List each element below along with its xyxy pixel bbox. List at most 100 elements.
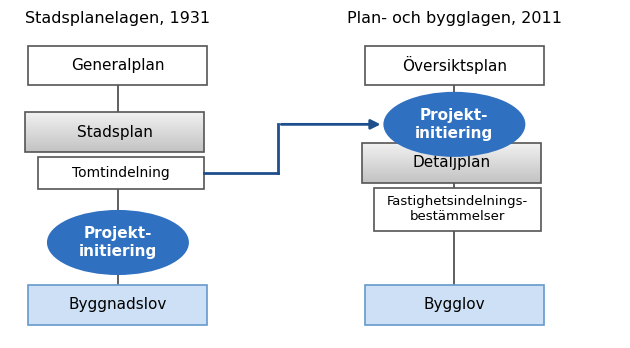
Bar	[25, 137, 204, 139]
Bar	[25, 135, 204, 136]
Text: Plan- och bygglagen, 2011: Plan- och bygglagen, 2011	[347, 11, 562, 26]
Bar	[362, 145, 541, 146]
Bar	[25, 125, 204, 126]
Bar	[365, 285, 544, 325]
Text: Tomtindelning: Tomtindelning	[72, 166, 170, 180]
Bar	[25, 130, 204, 131]
Ellipse shape	[47, 210, 189, 275]
Bar	[25, 128, 204, 129]
Bar	[25, 143, 204, 144]
Bar	[362, 175, 541, 176]
Bar	[25, 151, 204, 152]
Bar	[38, 157, 204, 189]
Bar	[362, 143, 541, 144]
Text: Stadsplanelagen, 1931: Stadsplanelagen, 1931	[25, 11, 210, 26]
Bar	[25, 121, 204, 122]
Bar	[362, 161, 541, 162]
Bar	[362, 181, 541, 182]
Bar	[25, 132, 204, 133]
Bar	[25, 112, 204, 113]
Bar	[25, 144, 204, 145]
Bar	[25, 139, 204, 140]
Text: Byggnadslov: Byggnadslov	[69, 298, 167, 313]
Bar	[25, 112, 204, 152]
Bar	[362, 150, 541, 151]
Bar	[25, 120, 204, 121]
Bar	[362, 147, 541, 148]
Text: Projekt-
initiering: Projekt- initiering	[415, 108, 493, 141]
Bar	[25, 134, 204, 135]
Bar	[25, 147, 204, 148]
Bar	[362, 168, 541, 169]
Text: Generalplan: Generalplan	[71, 58, 164, 73]
Bar	[362, 158, 541, 159]
Bar	[25, 126, 204, 127]
Bar	[362, 169, 541, 170]
Bar	[362, 164, 541, 165]
Bar	[25, 142, 204, 143]
Bar	[362, 157, 541, 158]
Bar	[362, 156, 541, 157]
Bar	[362, 176, 541, 177]
Bar	[25, 127, 204, 128]
Bar	[362, 171, 541, 172]
Bar	[25, 141, 204, 142]
Bar	[374, 188, 541, 230]
Bar	[25, 149, 204, 150]
Bar	[25, 118, 204, 119]
Bar	[362, 163, 541, 164]
Bar	[28, 46, 207, 85]
Text: Projekt-
initiering: Projekt- initiering	[79, 226, 157, 259]
Bar	[362, 146, 541, 147]
Text: Översiktsplan: Översiktsplan	[402, 56, 507, 74]
Bar	[362, 160, 541, 161]
Bar	[25, 140, 204, 141]
Bar	[25, 119, 204, 120]
Bar	[25, 136, 204, 137]
Bar	[25, 148, 204, 149]
Bar	[362, 148, 541, 149]
Text: Detaljplan: Detaljplan	[412, 155, 490, 171]
Bar	[362, 165, 541, 166]
Text: Bygglov: Bygglov	[423, 298, 485, 313]
Bar	[362, 144, 541, 145]
Bar	[362, 170, 541, 171]
Bar	[25, 124, 204, 125]
Bar	[25, 131, 204, 132]
Bar	[25, 145, 204, 146]
Bar	[25, 114, 204, 115]
Bar	[25, 146, 204, 147]
Bar	[28, 285, 207, 325]
Bar	[25, 117, 204, 118]
Bar	[362, 159, 541, 160]
Bar	[362, 154, 541, 155]
Bar	[362, 179, 541, 180]
Bar	[362, 180, 541, 181]
Bar	[365, 46, 544, 85]
Bar	[362, 173, 541, 174]
Bar	[25, 133, 204, 134]
Bar	[362, 172, 541, 173]
Bar	[25, 129, 204, 130]
Bar	[362, 167, 541, 168]
Bar	[25, 115, 204, 116]
Ellipse shape	[384, 92, 525, 157]
Bar	[25, 113, 204, 114]
Bar	[362, 178, 541, 179]
Bar	[25, 150, 204, 151]
Bar	[362, 182, 541, 183]
Bar	[362, 174, 541, 175]
Bar	[25, 116, 204, 117]
Text: Fastighetsindelnings-
bestämmelser: Fastighetsindelnings- bestämmelser	[387, 195, 528, 223]
Bar	[362, 162, 541, 163]
Bar	[362, 149, 541, 150]
Bar	[362, 143, 541, 183]
Bar	[362, 155, 541, 156]
Bar	[362, 151, 541, 152]
Bar	[362, 152, 541, 153]
Bar	[362, 177, 541, 178]
Bar	[362, 166, 541, 167]
Bar	[25, 122, 204, 124]
Text: Stadsplan: Stadsplan	[77, 125, 153, 140]
Bar	[362, 153, 541, 154]
